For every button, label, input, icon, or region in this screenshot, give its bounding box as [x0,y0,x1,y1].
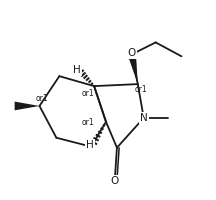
Text: H: H [86,140,94,150]
Text: or1: or1 [82,118,94,127]
Text: or1: or1 [36,94,48,103]
Polygon shape [128,54,138,84]
Text: O: O [111,176,119,186]
Text: O: O [127,48,135,58]
Polygon shape [15,102,40,110]
Text: N: N [140,113,148,123]
Text: H: H [73,65,81,75]
Text: or1: or1 [81,89,94,98]
Text: or1: or1 [134,85,147,94]
